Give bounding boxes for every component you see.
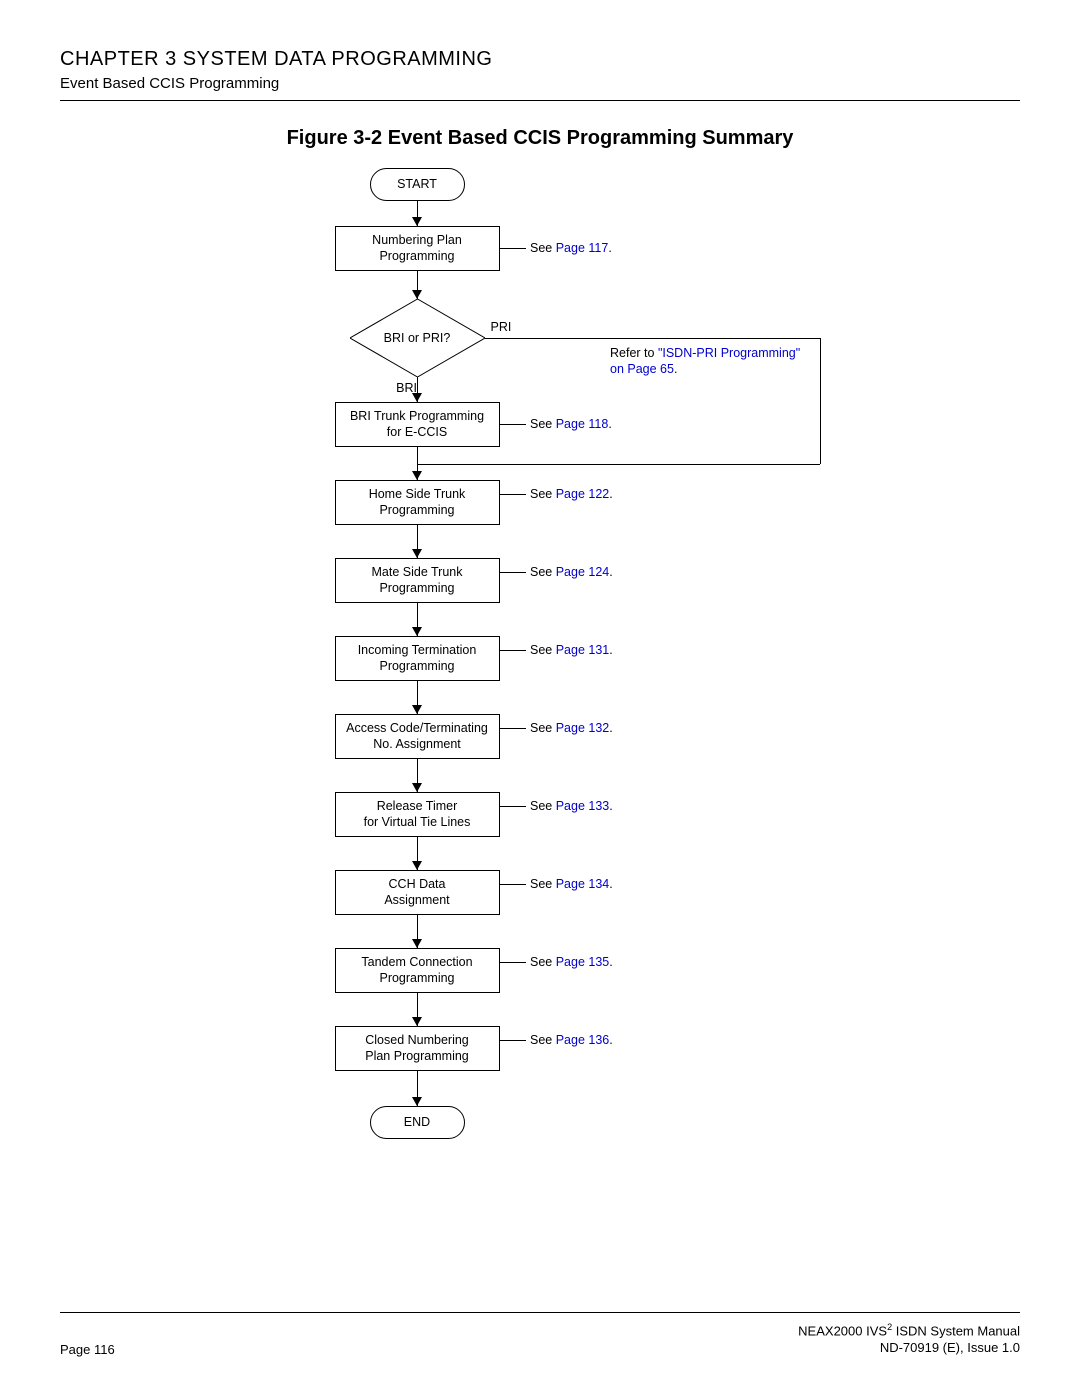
arrowhead-icon — [412, 627, 422, 636]
page-reference[interactable]: See Page 122. — [530, 486, 613, 502]
page-reference[interactable]: See Page 134. — [530, 876, 613, 892]
process-node: Mate Side TrunkProgramming — [335, 558, 500, 603]
page-reference[interactable]: See Page 136. — [530, 1032, 613, 1048]
arrowhead-icon — [412, 939, 422, 948]
chapter-title: CHAPTER 3 SYSTEM DATA PROGRAMMING — [60, 48, 1020, 71]
process-node: BRI Trunk Programmingfor E-CCIS — [335, 402, 500, 447]
process-node: Numbering PlanProgramming — [335, 226, 500, 271]
flow-connector — [485, 338, 821, 339]
flow-connector — [820, 338, 821, 464]
figure-title: Figure 3-2 Event Based CCIS Programming … — [60, 127, 1020, 150]
process-node: Tandem ConnectionProgramming — [335, 948, 500, 993]
arrowhead-icon — [412, 290, 422, 299]
decision-branch-label: PRI — [491, 320, 512, 334]
page-reference[interactable]: See Page 133. — [530, 798, 613, 814]
flow-connector — [500, 424, 526, 425]
document-id: ND-70919 (E), Issue 1.0 — [798, 1339, 1020, 1357]
flowchart-canvas: START Numbering PlanProgramming BRI or PRI… — [220, 168, 860, 1208]
header-rule — [60, 100, 1020, 101]
page-reference[interactable]: See Page 135. — [530, 954, 613, 970]
flow-connector — [500, 962, 526, 963]
process-node: Incoming TerminationProgramming — [335, 636, 500, 681]
arrowhead-icon — [412, 705, 422, 714]
decision-branch-label: BRI — [377, 381, 417, 395]
page-reference[interactable]: See Page 132. — [530, 720, 613, 736]
flow-connector — [500, 884, 526, 885]
page-footer: Page 116 NEAX2000 IVS2 ISDN System Manua… — [60, 1312, 1020, 1357]
section-title: Event Based CCIS Programming — [60, 75, 1020, 92]
page-number: Page 116 — [60, 1342, 115, 1357]
arrowhead-icon — [412, 1097, 422, 1106]
start-node: START — [370, 168, 465, 201]
manual-title: NEAX2000 IVS2 ISDN System Manual — [798, 1321, 1020, 1340]
flow-connector — [500, 248, 526, 249]
flow-connector — [500, 494, 526, 495]
flow-connector — [417, 464, 820, 465]
flow-connector — [500, 572, 526, 573]
page-reference[interactable]: See Page 117. — [530, 240, 612, 256]
arrowhead-icon — [412, 217, 422, 226]
page-reference[interactable]: See Page 124. — [530, 564, 613, 580]
process-node: Release Timerfor Virtual Tie Lines — [335, 792, 500, 837]
flow-connector — [500, 650, 526, 651]
arrowhead-icon — [412, 861, 422, 870]
flow-connector — [500, 728, 526, 729]
arrowhead-icon — [412, 549, 422, 558]
arrowhead-icon — [412, 1017, 422, 1026]
process-node: Access Code/TerminatingNo. Assignment — [335, 714, 500, 759]
decision-node: BRI or PRI? — [350, 299, 485, 377]
process-node: Home Side TrunkProgramming — [335, 480, 500, 525]
arrowhead-icon — [412, 393, 422, 402]
page-reference[interactable]: Refer to "ISDN-PRI Programming"on Page 6… — [610, 345, 800, 378]
page-reference[interactable]: See Page 131. — [530, 642, 613, 658]
arrowhead-icon — [412, 471, 422, 480]
flow-connector — [500, 806, 526, 807]
arrowhead-icon — [412, 783, 422, 792]
flow-connector — [500, 1040, 526, 1041]
footer-rule — [60, 1312, 1020, 1313]
process-node: Closed NumberingPlan Programming — [335, 1026, 500, 1071]
process-node: CCH DataAssignment — [335, 870, 500, 915]
end-node: END — [370, 1106, 465, 1139]
page-reference[interactable]: See Page 118. — [530, 416, 612, 432]
